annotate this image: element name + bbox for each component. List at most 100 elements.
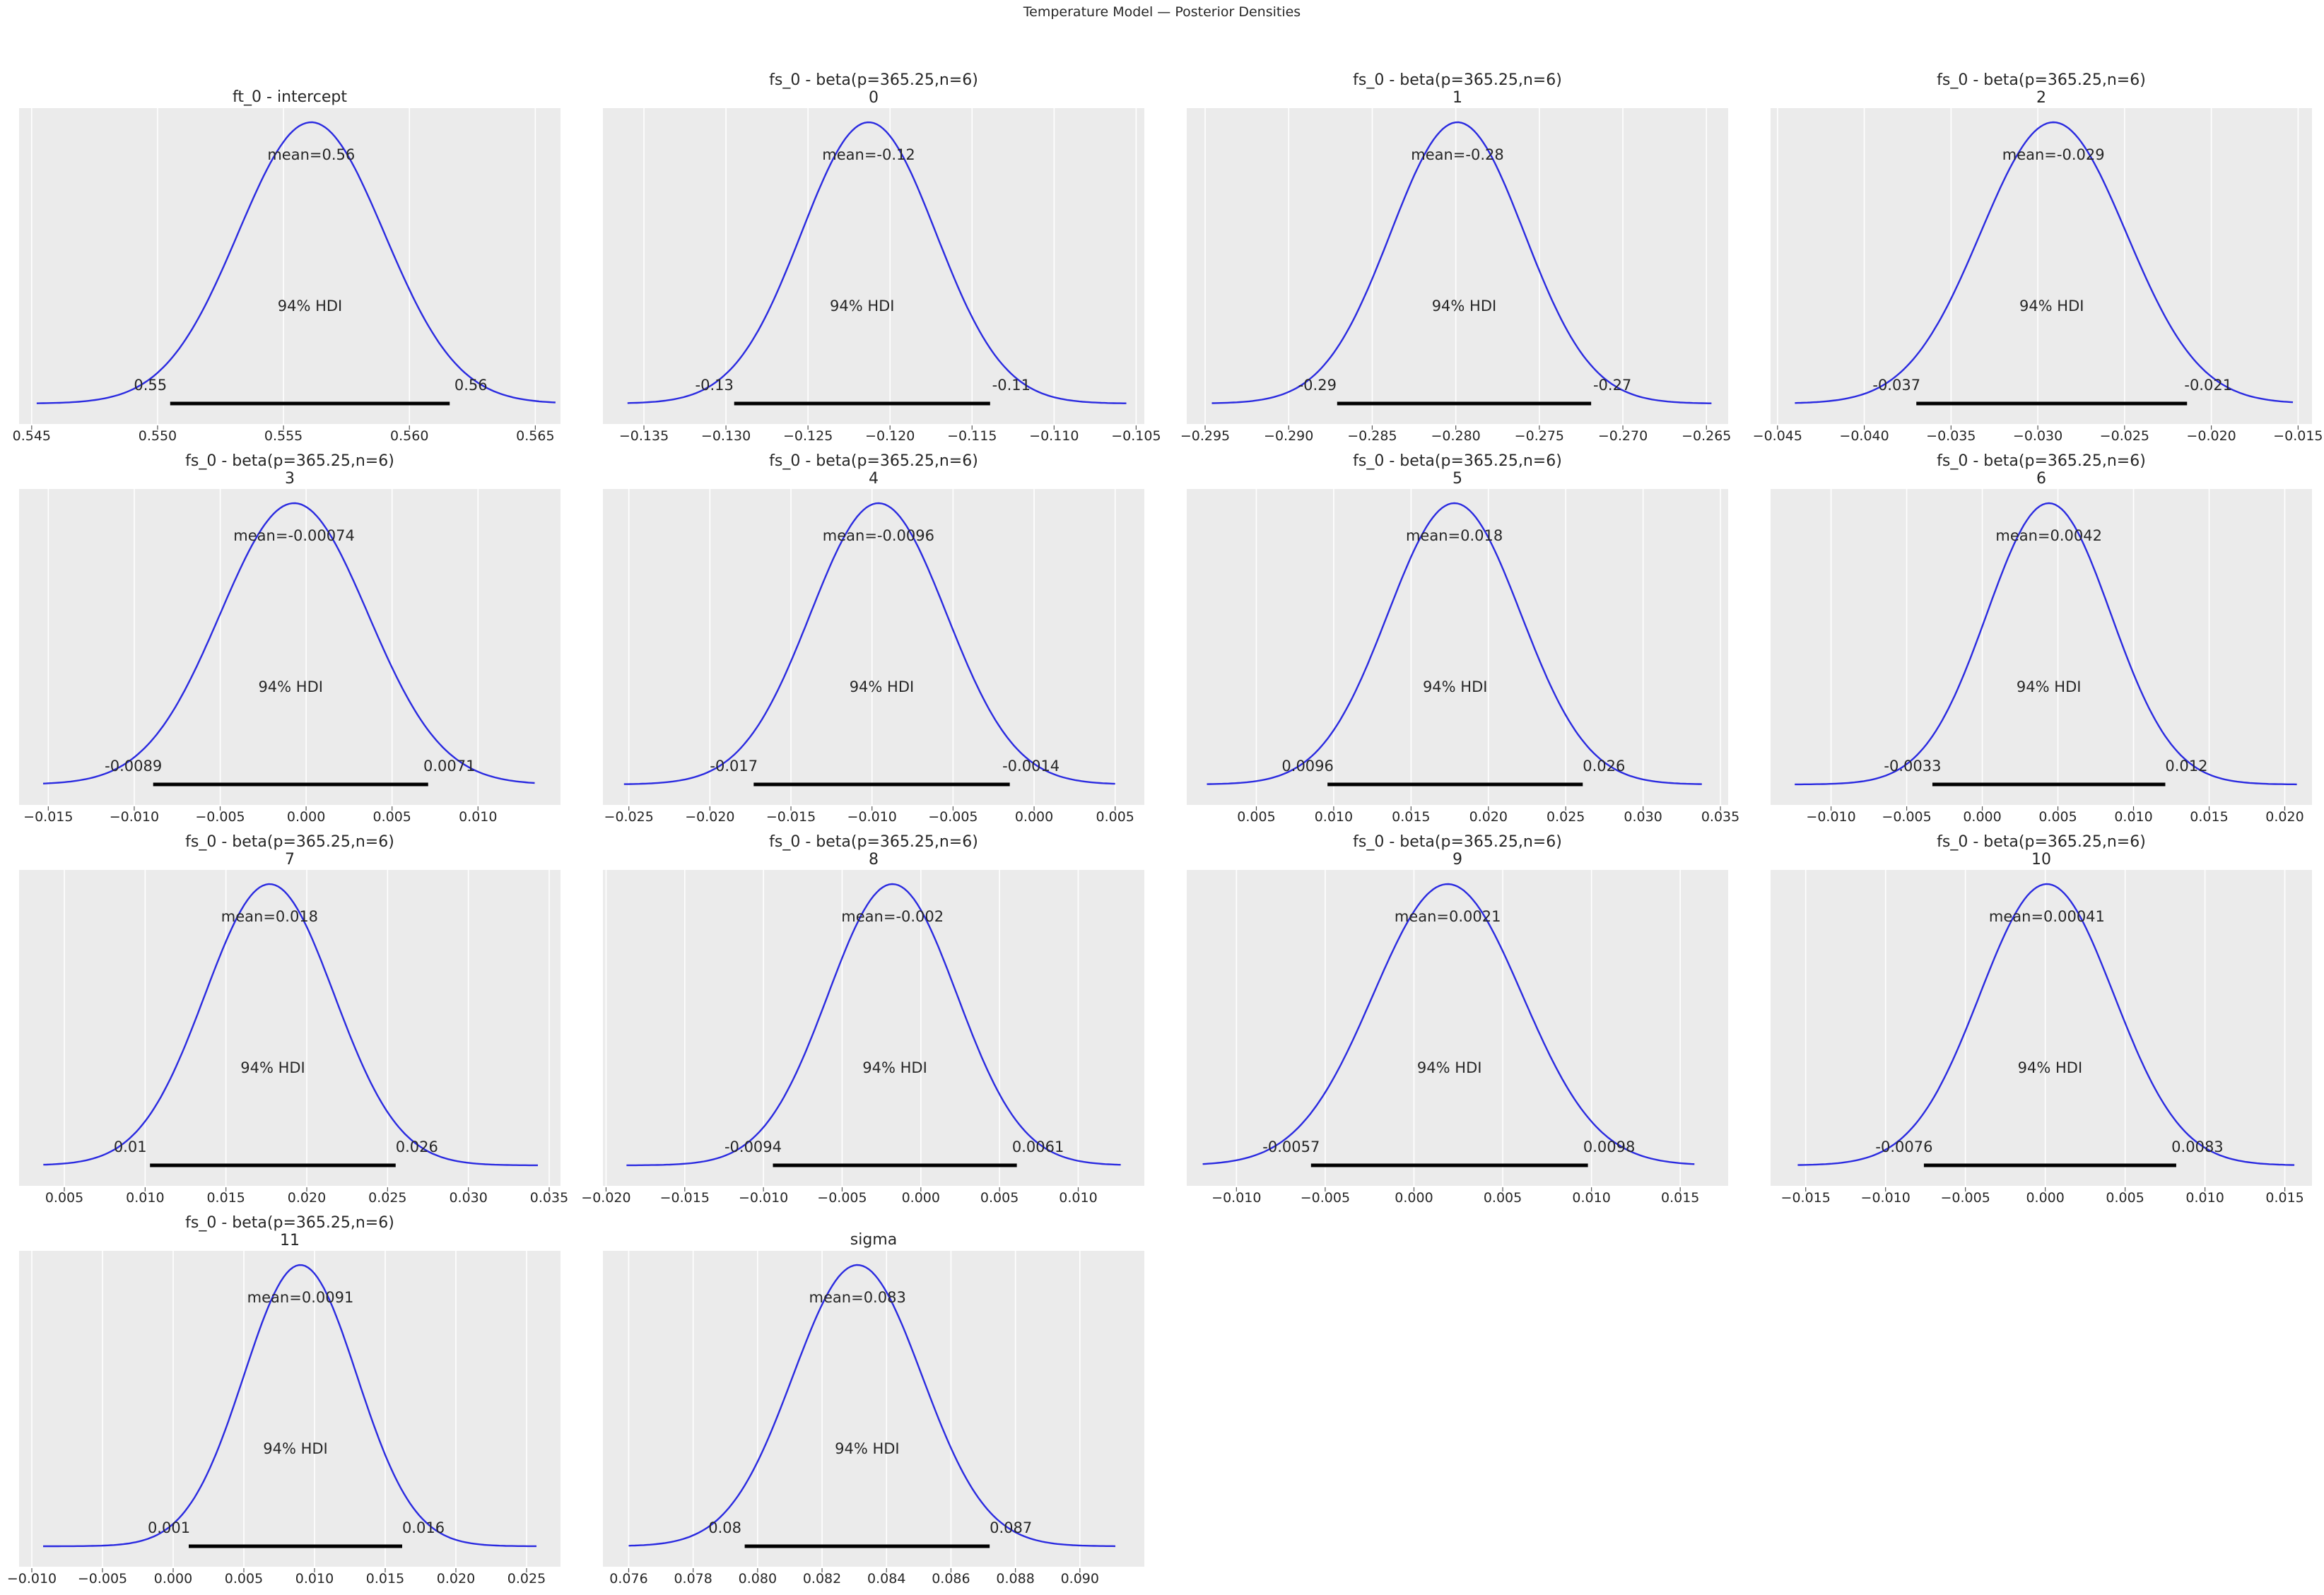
- x-tick-label: 0.020: [2265, 809, 2304, 825]
- x-tick-label: 0.076: [609, 1571, 648, 1587]
- x-tick-label: −0.005: [1882, 809, 1932, 825]
- subplot-subtitle: 6: [2036, 470, 2046, 488]
- x-tick-label: −0.045: [1752, 428, 1802, 444]
- x-tick-label: −0.105: [1111, 428, 1161, 444]
- density-plot-svg: [1202, 870, 1695, 1191]
- x-tick-label: −0.280: [1431, 428, 1481, 444]
- plot-area: −0.135 −0.130 −0.125 −0.120 −0.115 −0.110 −0.1…: [603, 108, 1161, 444]
- x-tick-label: 0.545: [12, 428, 52, 444]
- x-tick-label: −0.020: [2186, 428, 2236, 444]
- x-tick-label: 0.010: [295, 1571, 334, 1587]
- subplot-title: fs_0 - beta(p=365.25,n=6): [185, 452, 394, 470]
- x-tick-label: −0.025: [2099, 428, 2150, 444]
- x-tick-label: 0.565: [516, 428, 555, 444]
- x-tick-label: 0.015: [1660, 1190, 1700, 1206]
- x-tick-label: 0.025: [507, 1571, 546, 1587]
- mean-label: mean=-0.002: [841, 908, 944, 925]
- x-tick-label: −0.135: [618, 428, 669, 444]
- x-tick-label: 0.550: [138, 428, 177, 444]
- subplot-title: fs_0 - beta(p=365.25,n=6): [1937, 71, 2146, 89]
- subplot-title: fs_0 - beta(p=365.25,n=6): [1353, 452, 1562, 470]
- hdi-low-label: -0.017: [710, 758, 758, 775]
- plot-area: −0.045 −0.040 −0.035 −0.030 −0.025 −0.020 −0.0…: [1753, 108, 2323, 444]
- mean-label: mean=0.018: [221, 908, 319, 925]
- density-plot-svg: [1795, 489, 2297, 811]
- subplot-subtitle: 9: [1452, 851, 1462, 869]
- subplot-title: fs_0 - beta(p=365.25,n=6): [1937, 452, 2146, 470]
- plot-area: −0.010 −0.005 0.000 0.005 0.010 0.015 0.020 0.0…: [7, 1251, 561, 1587]
- plot-area: −0.010 −0.005 0.000 0.005 0.010 0.015 0.020 mea…: [1771, 489, 2312, 825]
- hdi-label: 94% HDI: [277, 298, 343, 314]
- density-plot-svg: [1204, 108, 1712, 430]
- density-curve: [1202, 883, 1695, 1165]
- mean-label: mean=0.0042: [1995, 527, 2103, 544]
- x-tick-label: 0.005: [45, 1190, 84, 1206]
- x-tick-label: 0.010: [1059, 1190, 1098, 1206]
- subplot-title: fs_0 - beta(p=365.25,n=6): [769, 71, 978, 89]
- plot-area: −0.015 −0.010 −0.005 0.000 0.005 0.010 mean=-0…: [19, 489, 561, 825]
- density-plot-svg: [1777, 108, 2299, 430]
- x-tick-label: 0.000: [1014, 809, 1054, 825]
- hdi-label: 94% HDI: [829, 298, 895, 314]
- hdi-low-label: 0.01: [113, 1138, 147, 1155]
- x-tick-label: −0.110: [1029, 428, 1079, 444]
- x-tick-label: −0.275: [1514, 428, 1565, 444]
- hdi-high-label: 0.087: [990, 1519, 1033, 1536]
- x-tick-label: 0.005: [1237, 809, 1276, 825]
- hdi-low-label: 0.55: [134, 377, 168, 394]
- subplot-subtitle: 4: [869, 470, 879, 488]
- x-tick-label: 0.010: [2185, 1190, 2224, 1206]
- hdi-label: 94% HDI: [240, 1059, 305, 1076]
- density-subplot: fs_0 - beta(p=365.25,n=6) 8 −0.020 −0.015 −0…: [581, 833, 1144, 1214]
- x-tick-label: 0.020: [287, 1190, 327, 1206]
- x-tick-label: 0.015: [365, 1571, 405, 1587]
- subplot-subtitle: 1: [1452, 89, 1462, 107]
- density-subplot: fs_0 - beta(p=365.25,n=6) 10 −0.015 −0.010−…: [1771, 833, 2312, 1214]
- x-tick-label: 0.080: [738, 1571, 777, 1587]
- x-tick-label: 0.082: [802, 1571, 842, 1587]
- x-tick-label: −0.005: [817, 1190, 867, 1206]
- x-tick-label: 0.015: [2190, 809, 2229, 825]
- density-curve: [43, 883, 538, 1167]
- x-tick-label: 0.005: [1483, 1190, 1522, 1206]
- x-tick-label: −0.010: [1806, 809, 1856, 825]
- density-plot-svg: [43, 870, 550, 1191]
- plot-area: −0.015 −0.010 −0.005 0.000 0.005 0.010 0.015 me…: [1771, 870, 2312, 1206]
- subplot-title: fs_0 - beta(p=365.25,n=6): [769, 833, 978, 851]
- plot-area: 0.005 0.010 0.015 0.020 0.025 0.030 0.035 mean=…: [19, 870, 568, 1206]
- hdi-label: 94% HDI: [1431, 298, 1497, 314]
- hdi-label: 94% HDI: [1422, 678, 1488, 695]
- x-tick-label: −0.015: [1780, 1190, 1831, 1206]
- subplot-subtitle: 11: [280, 1232, 300, 1249]
- x-tick-label: −0.270: [1597, 428, 1648, 444]
- mean-label: mean=-0.0096: [822, 527, 934, 544]
- x-tick-label: 0.005: [2038, 809, 2077, 825]
- x-tick-label: 0.020: [436, 1571, 476, 1587]
- x-tick-label: 0.030: [449, 1190, 488, 1206]
- plot-area: −0.025 −0.020 −0.015 −0.010 −0.005 0.000 0.005…: [603, 489, 1144, 825]
- density-subplot: fs_0 - beta(p=365.25,n=6) 1 −0.295 −0.290 −0…: [1180, 71, 1732, 452]
- x-tick-label: −0.010: [738, 1190, 789, 1206]
- plot-area: 0.005 0.010 0.015 0.020 0.025 0.030 0.035 mean=…: [1187, 489, 1739, 825]
- hdi-label: 94% HDI: [862, 1059, 927, 1076]
- subplot-title: fs_0 - beta(p=365.25,n=6): [185, 1214, 394, 1232]
- subplot-subtitle: 8: [869, 851, 879, 869]
- subplot-title: fs_0 - beta(p=365.25,n=6): [1937, 833, 2146, 851]
- x-tick-label: 0.088: [996, 1571, 1035, 1587]
- x-tick-label: −0.035: [1926, 428, 1976, 444]
- mean-label: mean=0.00041: [1988, 908, 2105, 925]
- hdi-label: 94% HDI: [835, 1440, 900, 1457]
- x-tick-label: 0.090: [1060, 1571, 1099, 1587]
- hdi-high-label: -0.11: [992, 377, 1031, 394]
- x-tick-label: −0.285: [1347, 428, 1397, 444]
- x-tick-label: 0.010: [459, 809, 498, 825]
- density-plot-svg: [627, 108, 1137, 430]
- mean-label: mean=-0.28: [1411, 146, 1504, 163]
- density-subplot: fs_0 - beta(p=365.25,n=6) 3 −0.015 −0.010 −0…: [19, 452, 561, 833]
- density-curve: [36, 121, 556, 404]
- x-tick-label: −0.005: [1300, 1190, 1351, 1206]
- x-tick-label: 0.035: [1701, 809, 1740, 825]
- x-tick-label: 0.000: [1963, 809, 2002, 825]
- hdi-high-label: 0.012: [2165, 758, 2208, 775]
- x-tick-label: 0.015: [1392, 809, 1431, 825]
